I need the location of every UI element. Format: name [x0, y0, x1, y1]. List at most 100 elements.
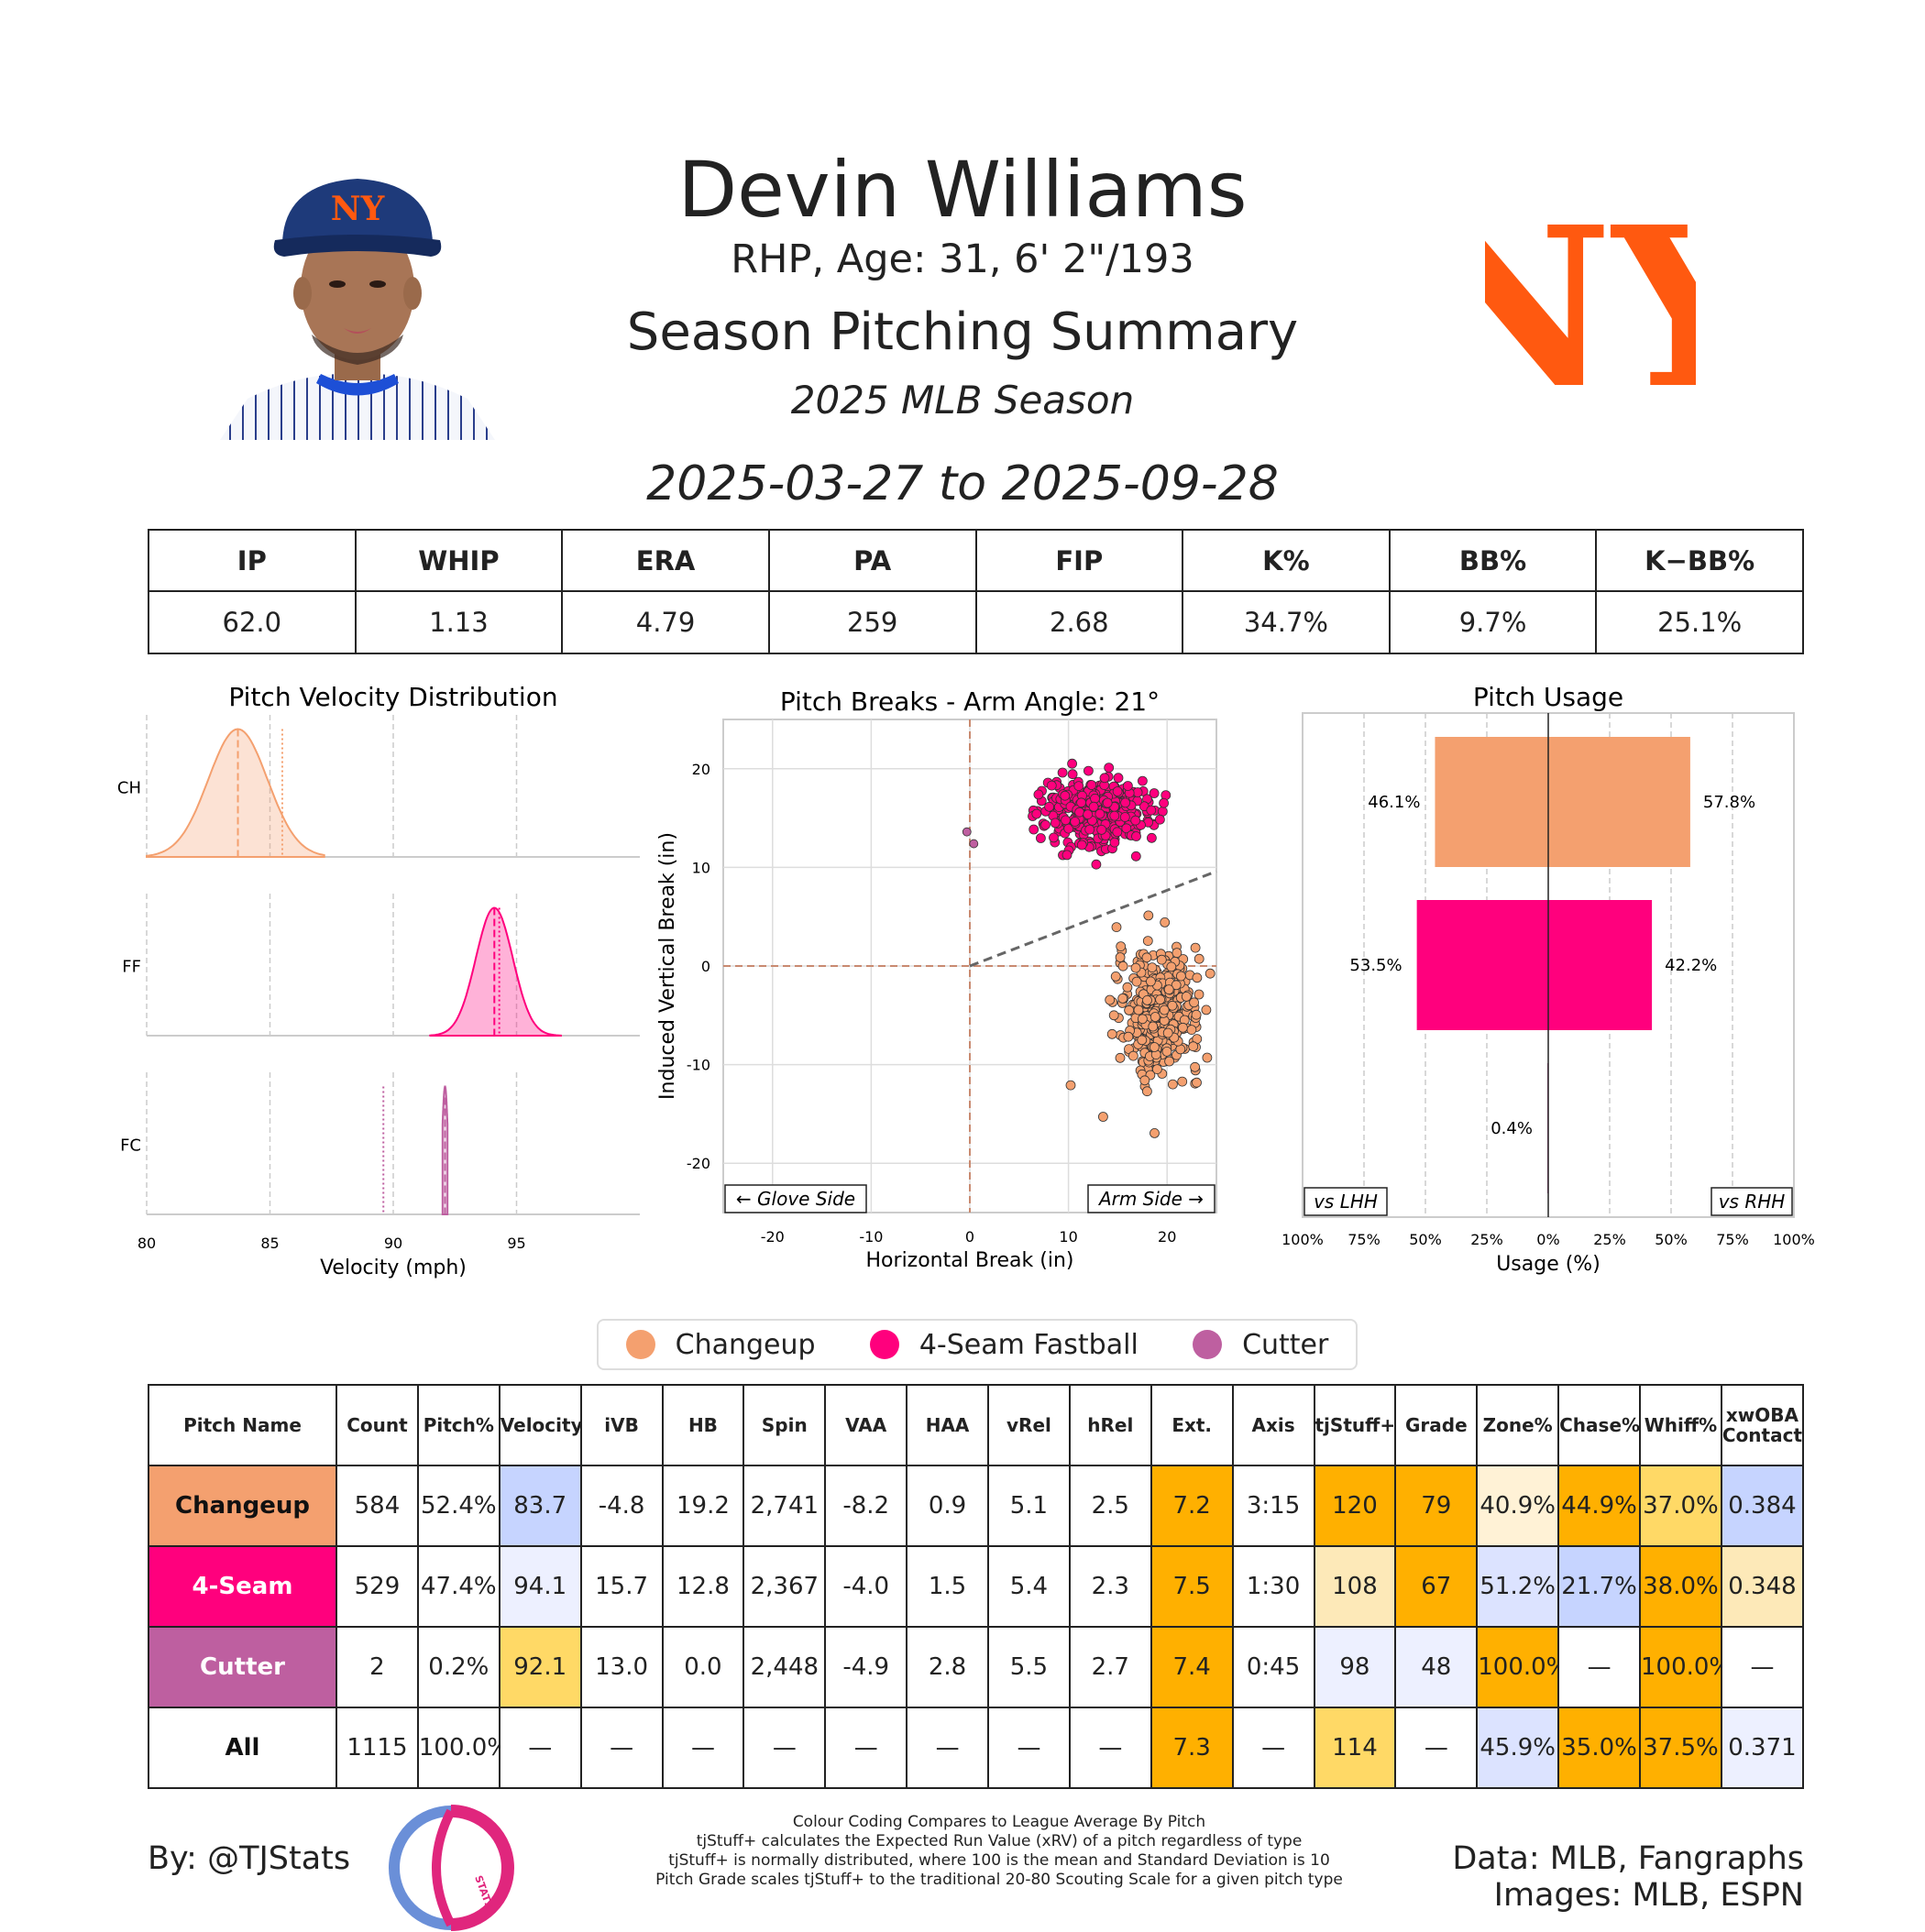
glove-side-box [724, 1184, 867, 1213]
pitch-table-cell: 0.2% [416, 1626, 500, 1708]
pitch-table-header: Count [336, 1384, 419, 1466]
pitch-table-cell: 108 [1313, 1545, 1397, 1628]
pitch-table-cell: 2.7 [1068, 1626, 1152, 1708]
stat-header: BB% [1388, 529, 1598, 592]
density-curve-ch [146, 728, 325, 858]
pitch-table-cell: 5.4 [987, 1545, 1071, 1628]
pitch-table-cell: 1:30 [1231, 1545, 1315, 1628]
pitch-name-cell: Changeup [148, 1465, 337, 1547]
pitch-table-cell: 7.2 [1150, 1465, 1234, 1547]
density-curve-ff [429, 906, 563, 1037]
pitch-table-header: hRel [1068, 1384, 1152, 1466]
pitch-table-cell: -4.8 [579, 1465, 664, 1547]
pitch-table-cell: — [1720, 1626, 1805, 1708]
pitch-point-changeup [1176, 971, 1186, 982]
pitch-table-header: HB [661, 1384, 745, 1466]
pitch-table-cell: 5.1 [987, 1465, 1071, 1547]
pitch-point-fastball [1033, 789, 1044, 800]
pitch-point-fastball [1073, 781, 1084, 791]
summary-stats-header-row: IP WHIP ERA PA FIP K% BB% K−BB% [148, 529, 1804, 592]
pitch-point-changeup [1192, 972, 1203, 983]
pitch-table-cell: 120 [1313, 1465, 1397, 1547]
row-label: FC [120, 1136, 141, 1156]
footnote-line: Colour Coding Compares to League Average… [792, 1813, 1206, 1831]
pitch-table-cell: 7.4 [1150, 1626, 1234, 1708]
pitch-point-changeup [1142, 1086, 1152, 1097]
x-tick-label: 95 [507, 1235, 525, 1252]
pitch-point-changeup [1137, 1035, 1148, 1046]
player-headshot: NY [220, 179, 495, 440]
x-tick-label: 20 [1158, 1228, 1176, 1246]
pitch-table-row: Changeup 584 52.4% 83.7 -4.8 19.2 2,741 -8.2 0.9… [148, 1465, 1805, 1547]
pitch-point-changeup [1171, 980, 1182, 991]
legend-marker [869, 1330, 899, 1359]
pitch-point-changeup [1139, 1075, 1150, 1086]
usage-label-lhh: 0.4% [1490, 1119, 1533, 1138]
stat-header: K% [1182, 529, 1391, 592]
pitch-point-fastball [1155, 814, 1165, 825]
pitch-point-changeup [1105, 994, 1116, 1005]
pitch-name-cell: Cutter [148, 1626, 337, 1708]
pitch-point-fastball [1149, 788, 1160, 798]
pitch-point-fastball [1112, 827, 1123, 838]
pitch-point-changeup [1116, 941, 1127, 952]
pitch-table-cell: 48 [1394, 1626, 1479, 1708]
arm-side-label: Arm Side → [1097, 1188, 1204, 1210]
stat-header: PA [767, 529, 977, 592]
pitch-point-fastball [1130, 851, 1141, 862]
pitch-point-changeup [1142, 936, 1153, 947]
pitch-point-fastball [1086, 780, 1097, 790]
chart-title: Pitch Velocity Distribution [228, 682, 557, 712]
cap-logo: NY [331, 190, 386, 228]
pitch-point-changeup [1141, 952, 1152, 963]
pitch-point-changeup [1202, 1052, 1213, 1063]
pitch-point-changeup [1168, 1079, 1178, 1090]
pitch-table-cell: 2,367 [742, 1545, 827, 1628]
pitch-point-changeup [1167, 1000, 1178, 1011]
pitch-point-changeup [1201, 1004, 1212, 1015]
pitch-point-fastball [1062, 850, 1072, 861]
pitch-point-changeup [1178, 1022, 1188, 1033]
legend-label: Cutter [1242, 1328, 1329, 1361]
arm-side-box [1087, 1184, 1216, 1213]
x-axis-label: Velocity (mph) [320, 1257, 467, 1279]
pitch-point-cutter [969, 839, 979, 849]
x-tick-label: 100% [1282, 1231, 1324, 1248]
pitch-table-cell: 584 [336, 1465, 419, 1547]
pitch-table-cell: 35.0% [1557, 1707, 1641, 1789]
data-credits: Data: MLB, Fangraphs Images: MLB, ESPN [1375, 1840, 1804, 1914]
usage-bar-rhh [1548, 900, 1653, 1030]
usage-label-rhh: 42.2% [1665, 956, 1717, 975]
chart-title: Pitch Breaks - Arm Angle: 21° [780, 686, 1160, 717]
pitch-table-cell: 2,448 [742, 1626, 827, 1708]
pitch-point-fastball [1046, 780, 1057, 791]
pitch-point-changeup [1146, 976, 1156, 987]
stat-value: 34.7% [1182, 590, 1391, 654]
legend-label: 4-Seam Fastball [918, 1328, 1138, 1361]
pitch-point-fastball [1146, 805, 1157, 816]
pitch-point-cutter [962, 827, 972, 837]
pitch-table-header: Grade [1394, 1384, 1479, 1466]
pitch-point-fastball [1147, 832, 1157, 843]
pitch-table-cell: 94.1 [498, 1545, 582, 1628]
pitch-point-fastball [1084, 824, 1095, 835]
pitch-point-changeup [1123, 1031, 1134, 1042]
pitch-point-changeup [1186, 1025, 1197, 1036]
footnote-line: tjStuff+ calculates the Expected Run Val… [696, 1832, 1303, 1850]
pitch-table-cell: 3:15 [1231, 1465, 1315, 1547]
pitch-table-cell: 1.5 [906, 1545, 989, 1628]
pitch-table-cell: 7.5 [1150, 1545, 1234, 1628]
stat-value: 9.7% [1388, 590, 1598, 654]
pitch-point-fastball [1096, 824, 1107, 835]
pitch-point-changeup [1191, 1009, 1202, 1020]
pitch-point-fastball [1049, 832, 1059, 843]
pitch-point-changeup [1108, 1010, 1119, 1021]
chart-title: Pitch Usage [1473, 682, 1623, 712]
pitch-point-fastball [1159, 797, 1169, 808]
team-logo-lettering: NY [1485, 179, 1696, 437]
pitch-point-fastball [1112, 786, 1123, 796]
pitch-point-fastball [1094, 808, 1106, 819]
pitch-point-changeup [1142, 994, 1152, 1005]
pitch-point-changeup [1192, 1077, 1202, 1088]
pitch-table-cell: 529 [336, 1545, 419, 1628]
